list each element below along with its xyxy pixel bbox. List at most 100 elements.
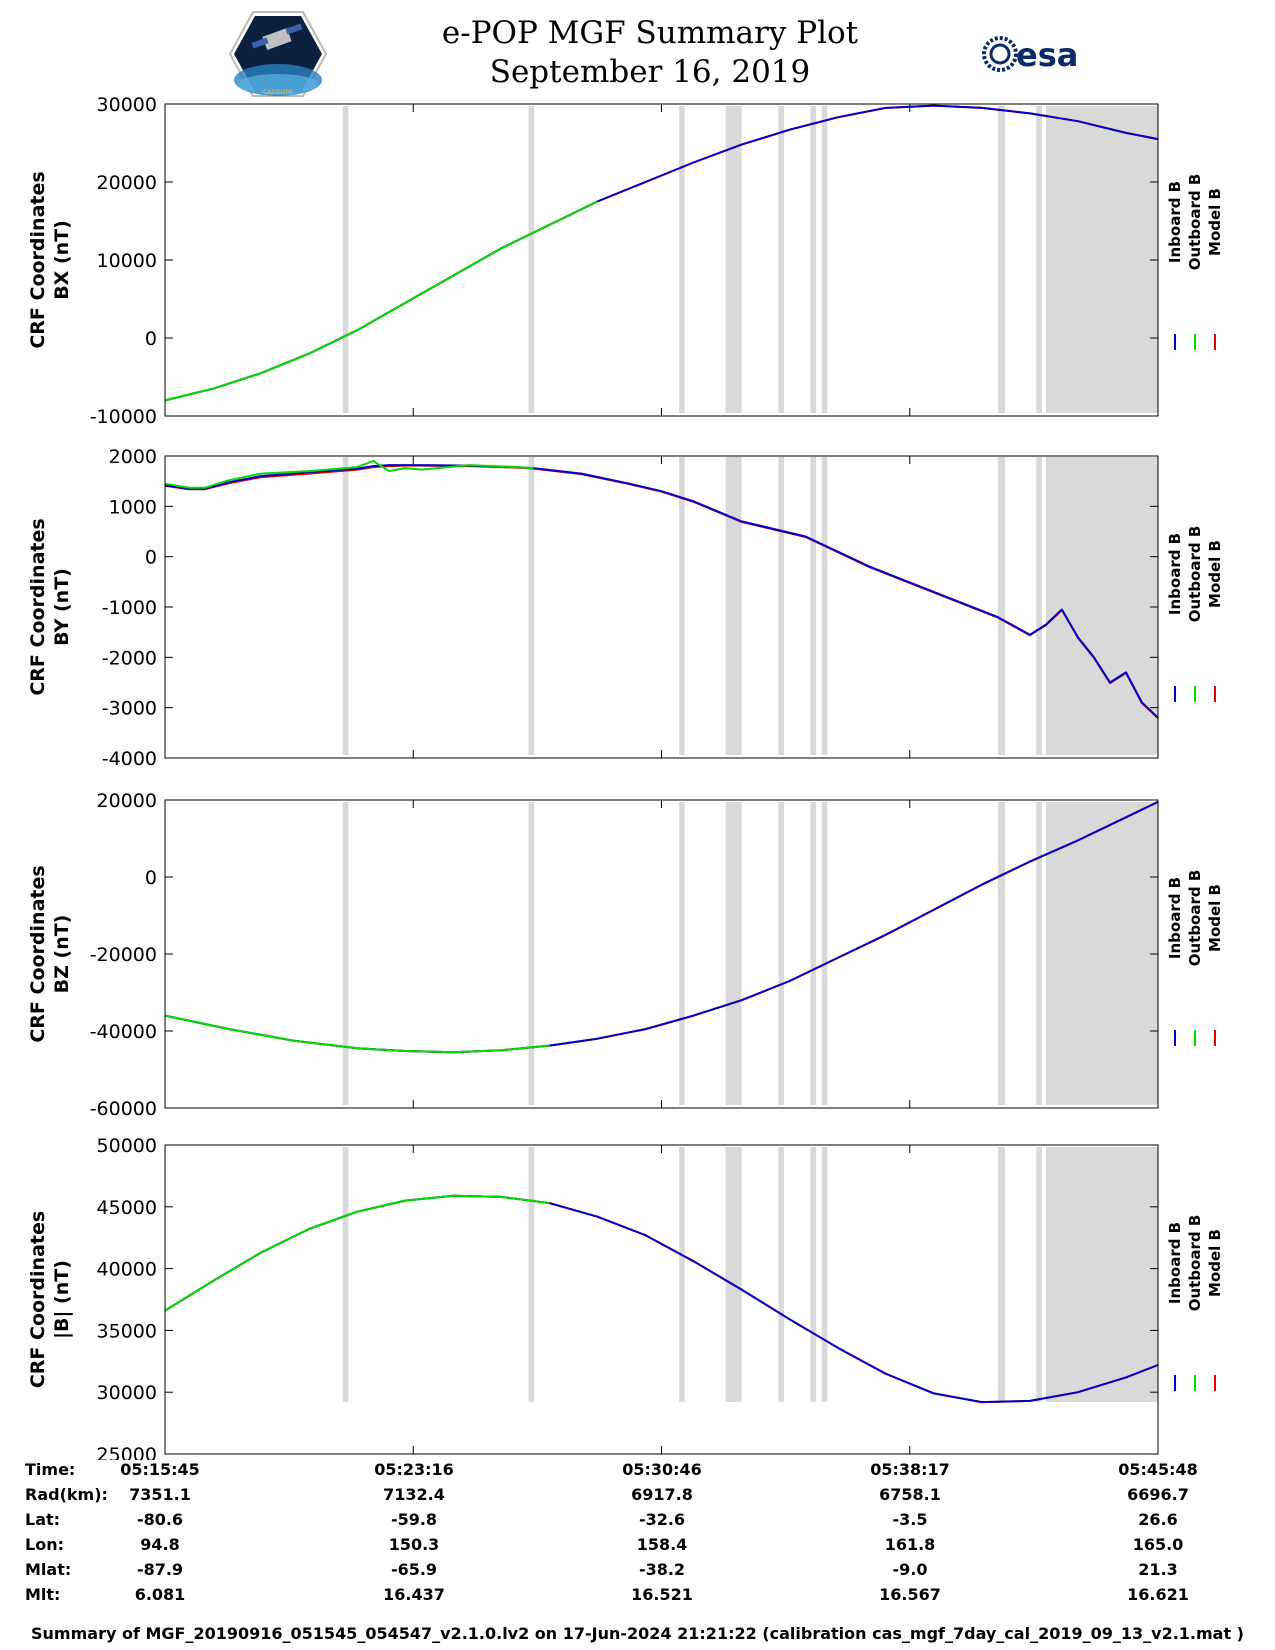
svg-text:CASSIOPE: CASSIOPE	[263, 89, 293, 96]
ephemeris-row: Time: 05:15:45 05:23:16 05:30:46 05:38:17 05:…	[0, 1460, 1275, 1484]
y-tick-label: 0	[145, 328, 157, 350]
page-title: e-POP MGF Summary Plot	[441, 15, 859, 51]
panel-1: 30000 20000 10000 0 -10000 CRF Coordinates BX …	[27, 94, 1224, 428]
data-gap-band	[1036, 457, 1042, 755]
ephemeris-value: 7351.1	[129, 1485, 191, 1504]
ephemeris-row: Lat: -80.6 -59.8 -32.6 -3.5 26.6	[0, 1510, 1275, 1534]
data-gap-band	[679, 106, 685, 413]
ephemeris-row: Rad(km): 7351.1 7132.4 6917.8 6758.1 6696.7	[0, 1485, 1275, 1509]
data-gap-band	[1073, 1147, 1158, 1402]
y-tick-label: -20000	[90, 944, 157, 966]
ephemeris-value: -87.9	[136, 1560, 184, 1579]
y-tick-label: 0	[145, 547, 157, 569]
data-gap-band	[997, 106, 1006, 413]
ephemeris-value: 6.081	[134, 1585, 186, 1604]
series-line-model-b	[164, 104, 1159, 402]
data-gap-band	[725, 1147, 742, 1402]
data-gap-band	[778, 802, 785, 1105]
ephemeris-value: 6758.1	[879, 1485, 941, 1504]
series-line-outboard-b	[164, 1194, 550, 1312]
y-axis-label: CRF Coordinates	[27, 518, 49, 695]
ephemeris-label: Lat:	[25, 1510, 61, 1529]
series-line-inboard-b	[164, 464, 1159, 719]
y-tick-label: 20000	[97, 790, 157, 812]
data-gap-band	[997, 457, 1006, 755]
data-gap-band	[997, 802, 1006, 1105]
legend-label: Inboard B	[1166, 877, 1184, 959]
legend-label: Outboard B	[1186, 870, 1204, 967]
axes-box	[164, 455, 1159, 759]
panel-3: 20000 0 -20000 -40000 -60000 CRF Coordinates B…	[27, 790, 1224, 1120]
data-gap-band	[1036, 1147, 1042, 1402]
ephemeris-value: 16.567	[879, 1585, 941, 1604]
data-gap-band	[1036, 802, 1042, 1105]
data-gap-band	[342, 1147, 349, 1402]
cassiope-logo: CASSIOPE	[228, 10, 328, 98]
data-gap-band	[810, 802, 817, 1105]
data-gap-band	[1045, 106, 1074, 413]
ephemeris-value: 6696.7	[1127, 1485, 1189, 1504]
ephemeris-value: 150.3	[388, 1535, 440, 1554]
ephemeris-table: Time: 05:15:45 05:23:16 05:30:46 05:38:17 05:…	[0, 1460, 1275, 1630]
data-gap-band	[821, 1147, 828, 1402]
y-tick-label: 30000	[97, 1382, 157, 1404]
data-gap-band	[528, 1147, 535, 1402]
data-gap-band	[725, 802, 742, 1105]
data-gap-band	[821, 106, 828, 413]
data-gap-band	[342, 457, 349, 755]
panel-4: 50000 45000 40000 35000 30000 25000 CRF Coordi…	[27, 1135, 1224, 1460]
series-line-outboard-b	[164, 1014, 550, 1054]
legend-label: Model B	[1206, 884, 1224, 952]
ephemeris-value: 158.4	[636, 1535, 688, 1554]
y-tick-label: -40000	[90, 1021, 157, 1043]
y-tick-label: -2000	[102, 647, 157, 669]
data-gap-band	[821, 802, 828, 1105]
ephemeris-value: -80.6	[136, 1510, 184, 1529]
legend-label: Outboard B	[1186, 174, 1204, 271]
legend-label: Outboard B	[1186, 526, 1204, 623]
y-tick-label: -3000	[102, 698, 157, 720]
ephemeris-value: 16.521	[631, 1585, 693, 1604]
y-tick-label: 45000	[97, 1197, 157, 1219]
ephemeris-row: Mlt: 6.081 16.437 16.521 16.567 16.621	[0, 1585, 1275, 1609]
ephemeris-value: 16.437	[383, 1585, 445, 1604]
data-gap-band	[821, 457, 828, 755]
ephemeris-value: -9.0	[892, 1560, 928, 1579]
ephemeris-value: -32.6	[638, 1510, 686, 1529]
ephemeris-value: 05:15:45	[120, 1460, 200, 1479]
series-line-model-b	[164, 800, 1159, 1054]
ephemeris-row: Lon: 94.8 150.3 158.4 161.8 165.0	[0, 1535, 1275, 1559]
legend-label: Model B	[1206, 188, 1224, 256]
y-tick-label: 2000	[109, 446, 157, 468]
ephemeris-label: Mlat:	[25, 1560, 72, 1579]
y-tick-label: -10000	[90, 406, 157, 428]
data-gap-band	[778, 1147, 785, 1402]
data-gap-band	[528, 106, 535, 413]
y-tick-label: 10000	[97, 250, 157, 272]
series-line-model-b	[164, 464, 1159, 719]
data-gap-band	[1073, 106, 1158, 413]
y-tick-label: -1000	[102, 597, 157, 619]
ephemeris-value: 6917.8	[631, 1485, 693, 1504]
panel-2: 2000 1000 0 -1000 -2000 -3000 -4000 CRF Coordin…	[27, 446, 1224, 770]
legend-label: Inboard B	[1166, 1222, 1184, 1304]
ephemeris-label: Rad(km):	[25, 1485, 108, 1504]
data-gap-band	[1045, 1147, 1074, 1402]
series-line-inboard-b	[164, 104, 1159, 402]
data-gap-band	[1045, 457, 1074, 755]
y-tick-label: 40000	[97, 1259, 157, 1281]
data-gap-band	[810, 1147, 817, 1402]
legend-label: Model B	[1206, 1229, 1224, 1297]
ephemeris-label: Mlt:	[25, 1585, 61, 1604]
ephemeris-value: -65.9	[390, 1560, 438, 1579]
ephemeris-label: Time:	[25, 1460, 76, 1479]
y-tick-label: 35000	[97, 1320, 157, 1342]
ephemeris-value: 05:23:16	[374, 1460, 454, 1479]
axes-box	[164, 1144, 1159, 1455]
ephemeris-value: -59.8	[390, 1510, 438, 1529]
legend-label: Model B	[1206, 540, 1224, 608]
ephemeris-value: 05:45:48	[1118, 1460, 1198, 1479]
y-tick-label: -4000	[102, 748, 157, 770]
ephemeris-value: 161.8	[884, 1535, 936, 1554]
data-gap-band	[679, 802, 685, 1105]
